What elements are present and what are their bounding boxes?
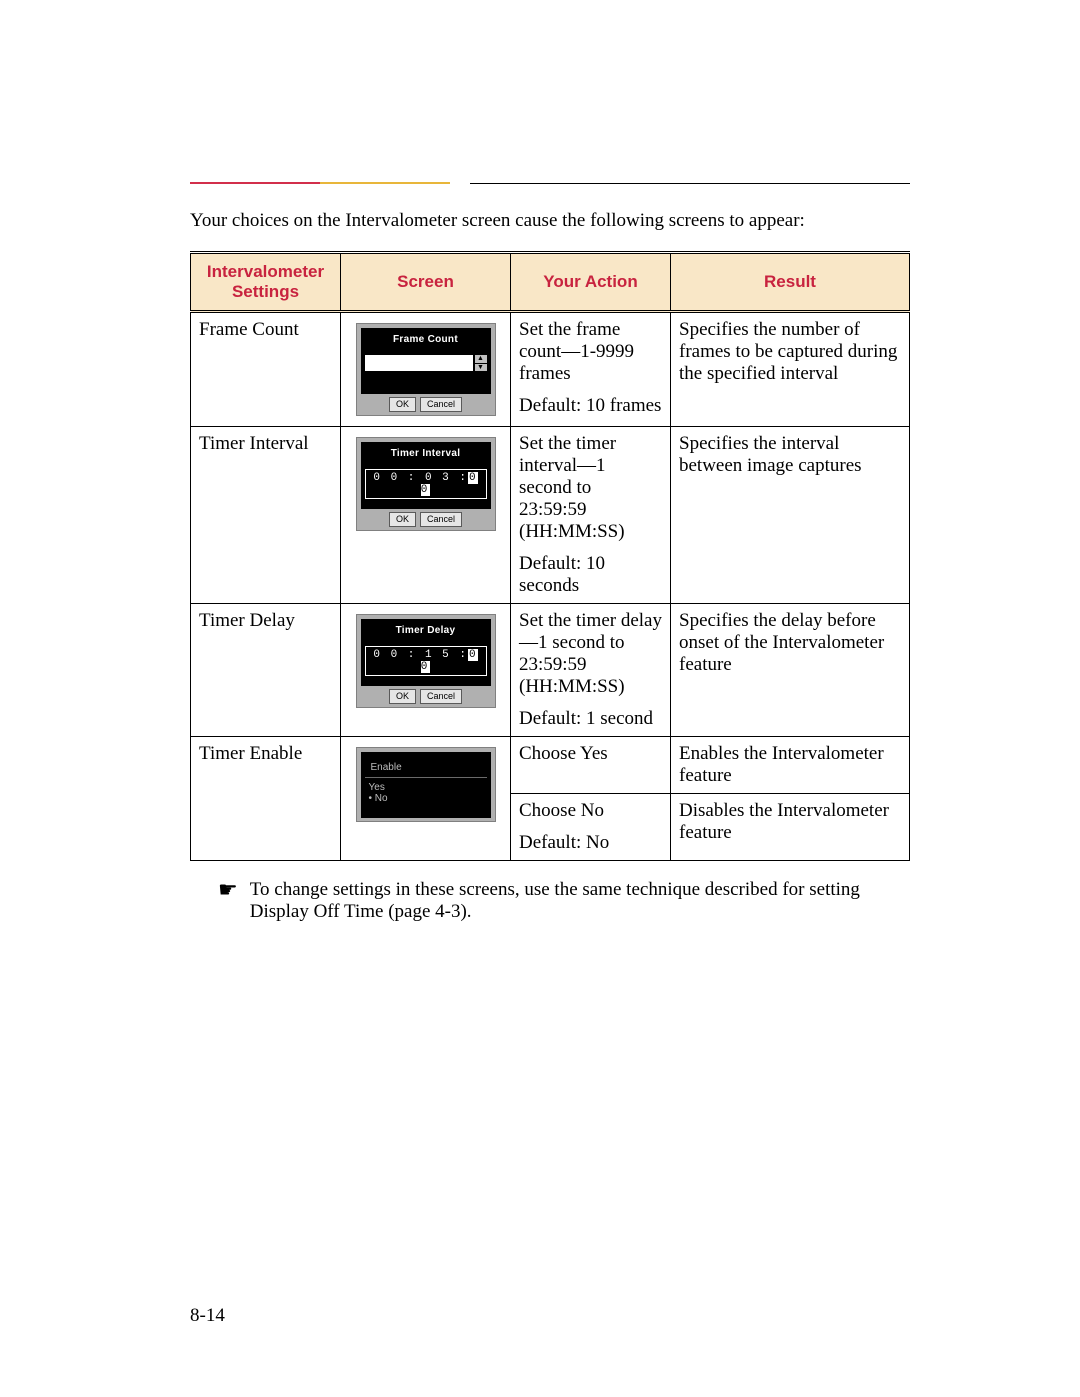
time-prefix: 0 0 : 1 5 : bbox=[373, 649, 468, 661]
action-text: Set the timer interval—1 second to 23:59… bbox=[519, 433, 662, 543]
cell-result: Specifies the interval between image cap… bbox=[671, 427, 910, 604]
cell-setting: Frame Count bbox=[191, 312, 341, 427]
lcd-input-row: ▲ ▼ bbox=[365, 355, 487, 371]
col-header-result: Result bbox=[671, 253, 910, 312]
stepper-down-icon: ▼ bbox=[475, 364, 487, 372]
device-mock-timer-delay: Timer Delay 0 0 : 1 5 :0 0 OK Cancel bbox=[356, 614, 496, 708]
col-header-action: Your Action bbox=[511, 253, 671, 312]
option-no: • No bbox=[369, 793, 487, 804]
cell-screen: Timer Interval 0 0 : 0 3 :0 0 OK Cancel bbox=[341, 427, 511, 604]
cell-result: Enables the Intervalometer feature bbox=[671, 737, 910, 794]
lcd: Timer Interval 0 0 : 0 3 :0 0 bbox=[361, 442, 491, 509]
cell-setting: Timer Delay bbox=[191, 604, 341, 737]
action-default: Default: 10 frames bbox=[519, 395, 662, 417]
cell-action: Choose No Default: No bbox=[511, 794, 671, 861]
footnote: ☛ To change settings in these screens, u… bbox=[190, 879, 910, 923]
lcd-title: Frame Count bbox=[365, 334, 487, 345]
lcd-button-row: OK Cancel bbox=[361, 512, 491, 527]
cell-setting: Timer Enable bbox=[191, 737, 341, 861]
page-number: 8-14 bbox=[190, 1305, 225, 1327]
ok-button: OK bbox=[389, 689, 416, 704]
lcd-button-row: OK Cancel bbox=[361, 689, 491, 704]
lcd-stepper: ▲ ▼ bbox=[475, 355, 487, 371]
intervalometer-table: Intervalometer Settings Screen Your Acti… bbox=[190, 251, 910, 861]
row-frame-count: Frame Count Frame Count ▲ ▼ bbox=[191, 312, 910, 427]
lcd-title: Timer Delay bbox=[365, 625, 487, 636]
cell-screen: Enable Yes • No bbox=[341, 737, 511, 861]
cell-setting: Timer Interval bbox=[191, 427, 341, 604]
lcd-text-field bbox=[365, 355, 473, 371]
cell-action: Choose Yes bbox=[511, 737, 671, 794]
footnote-text: To change settings in these screens, use… bbox=[250, 879, 910, 923]
spacer bbox=[519, 822, 662, 832]
lcd-divider bbox=[365, 777, 487, 778]
row-timer-interval: Timer Interval Timer Interval 0 0 : 0 3 … bbox=[191, 427, 910, 604]
ok-button: OK bbox=[389, 397, 416, 412]
device-mock-frame-count: Frame Count ▲ ▼ OK Cancel bbox=[356, 323, 496, 416]
intro-text: Your choices on the Intervalometer scree… bbox=[190, 210, 910, 232]
cell-screen: Timer Delay 0 0 : 1 5 :0 0 OK Cancel bbox=[341, 604, 511, 737]
spacer bbox=[519, 385, 662, 395]
table-header-row: Intervalometer Settings Screen Your Acti… bbox=[191, 253, 910, 312]
action-default: Default: 10 seconds bbox=[519, 553, 662, 597]
action-text: Choose No bbox=[519, 800, 662, 822]
spacer bbox=[519, 698, 662, 708]
lcd-button-row: OK Cancel bbox=[361, 397, 491, 412]
ok-button: OK bbox=[389, 512, 416, 527]
cell-result: Specifies the delay before onset of the … bbox=[671, 604, 910, 737]
cell-action: Set the frame count—1-9999 frames Defaul… bbox=[511, 312, 671, 427]
cell-action: Set the timer delay—1 second to 23:59:59… bbox=[511, 604, 671, 737]
action-text: Set the frame count—1-9999 frames bbox=[519, 319, 662, 385]
cell-screen: Frame Count ▲ ▼ OK Cancel bbox=[341, 312, 511, 427]
action-default: Default: No bbox=[519, 832, 662, 854]
cell-result: Disables the Intervalometer feature bbox=[671, 794, 910, 861]
rule-segment-thin bbox=[470, 183, 910, 184]
cancel-button: Cancel bbox=[420, 512, 462, 527]
lcd-time-value: 0 0 : 1 5 :0 0 bbox=[365, 646, 487, 676]
lcd-title: Enable bbox=[371, 762, 487, 773]
device-mock-timer-interval: Timer Interval 0 0 : 0 3 :0 0 OK Cancel bbox=[356, 437, 496, 531]
pointing-hand-icon: ☛ bbox=[218, 879, 238, 923]
manual-page: Your choices on the Intervalometer scree… bbox=[0, 0, 1080, 1397]
rule-segment-red bbox=[190, 182, 320, 184]
cell-result: Specifies the number of frames to be cap… bbox=[671, 312, 910, 427]
cell-action: Set the timer interval—1 second to 23:59… bbox=[511, 427, 671, 604]
stepper-up-icon: ▲ bbox=[475, 355, 487, 363]
rule-segment-gold bbox=[320, 182, 450, 184]
device-mock-timer-enable: Enable Yes • No bbox=[356, 747, 496, 822]
lcd: Frame Count ▲ ▼ bbox=[361, 328, 491, 394]
row-timer-enable-yes: Timer Enable Enable Yes • No Choose Yes … bbox=[191, 737, 910, 794]
cancel-button: Cancel bbox=[420, 397, 462, 412]
row-timer-delay: Timer Delay Timer Delay 0 0 : 1 5 :0 0 O… bbox=[191, 604, 910, 737]
lcd-time-value: 0 0 : 0 3 :0 0 bbox=[365, 469, 487, 499]
lcd-title: Timer Interval bbox=[365, 448, 487, 459]
col-header-settings: Intervalometer Settings bbox=[191, 253, 341, 312]
spacer bbox=[519, 543, 662, 553]
lcd: Enable Yes • No bbox=[361, 752, 491, 818]
option-yes: Yes bbox=[369, 782, 487, 793]
lcd: Timer Delay 0 0 : 1 5 :0 0 bbox=[361, 619, 491, 686]
action-default: Default: 1 second bbox=[519, 708, 662, 730]
col-header-screen: Screen bbox=[341, 253, 511, 312]
cancel-button: Cancel bbox=[420, 689, 462, 704]
time-prefix: 0 0 : 0 3 : bbox=[373, 472, 468, 484]
action-text: Set the timer delay—1 second to 23:59:59… bbox=[519, 610, 662, 698]
